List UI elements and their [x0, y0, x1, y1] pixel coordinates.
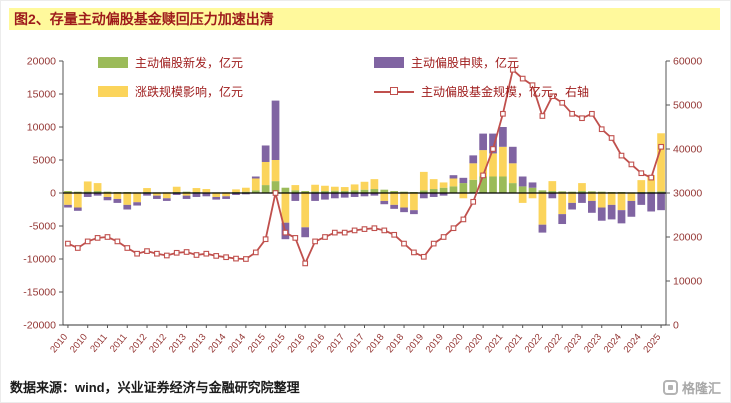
- svg-text:40000: 40000: [673, 144, 702, 156]
- svg-text:2022: 2022: [542, 332, 564, 355]
- svg-text:0: 0: [673, 320, 679, 332]
- svg-text:20000: 20000: [27, 56, 56, 68]
- svg-text:2010: 2010: [48, 332, 70, 355]
- fund-scale-line-swatch: [374, 86, 414, 97]
- svg-text:2025: 2025: [641, 332, 663, 355]
- svg-text:0: 0: [50, 188, 56, 200]
- chart-title: 图2、存量主动偏股基金赎回压力加速出清: [9, 8, 720, 30]
- svg-text:2019: 2019: [424, 332, 446, 355]
- svg-text:60000: 60000: [673, 56, 702, 68]
- svg-text:-15000: -15000: [23, 287, 56, 299]
- svg-text:2013: 2013: [167, 332, 189, 355]
- price-impact-swatch: [98, 86, 128, 97]
- brand-watermark: 格隆汇: [662, 378, 721, 397]
- new-issue-swatch: [98, 57, 128, 68]
- svg-text:2014: 2014: [226, 332, 248, 355]
- svg-text:2014: 2014: [206, 332, 228, 355]
- subscription-swatch: [374, 57, 404, 68]
- svg-text:-10000: -10000: [23, 254, 56, 266]
- svg-text:2023: 2023: [562, 332, 584, 355]
- svg-text:10000: 10000: [27, 122, 56, 134]
- svg-text:2012: 2012: [127, 332, 149, 355]
- legend-item-price-impact: 涨跌规模影响，亿元: [98, 83, 243, 100]
- svg-text:2011: 2011: [88, 332, 110, 355]
- svg-text:2016: 2016: [305, 332, 327, 355]
- svg-text:2022: 2022: [523, 332, 545, 355]
- svg-text:30000: 30000: [673, 188, 702, 200]
- svg-text:2018: 2018: [384, 332, 406, 355]
- legend-label-price-impact: 涨跌规模影响，亿元: [135, 85, 244, 99]
- legend-label-subscription: 主动偏股申赎，亿元: [411, 56, 520, 70]
- svg-text:2017: 2017: [345, 332, 367, 355]
- brand-text: 格隆汇: [681, 381, 721, 396]
- svg-text:2020: 2020: [463, 332, 485, 355]
- svg-text:2020: 2020: [444, 332, 466, 355]
- svg-text:10000: 10000: [673, 276, 702, 288]
- svg-text:2010: 2010: [68, 332, 90, 355]
- legend-label-new-issue: 主动偏股新发，亿元: [135, 56, 244, 70]
- svg-text:5000: 5000: [33, 155, 57, 167]
- legend-item-fund-scale: 主动偏股基金规模，亿元，右轴: [374, 83, 589, 100]
- legend-item-subscription: 主动偏股申赎，亿元: [374, 54, 519, 71]
- svg-text:2015: 2015: [246, 332, 268, 355]
- svg-text:2018: 2018: [365, 332, 387, 355]
- svg-text:2024: 2024: [622, 332, 644, 355]
- svg-text:2012: 2012: [147, 332, 169, 355]
- svg-text:-5000: -5000: [29, 221, 56, 233]
- svg-text:2016: 2016: [285, 332, 307, 355]
- svg-text:2013: 2013: [187, 332, 209, 355]
- redemption-pressure-chart: -20000 -15000 -10000 -5000 0 5000 10000 15000 20…: [23, 56, 702, 356]
- legend-label-fund-scale: 主动偏股基金规模，亿元，右轴: [421, 85, 590, 99]
- svg-text:50000: 50000: [673, 100, 702, 112]
- svg-text:2023: 2023: [582, 332, 604, 355]
- svg-text:2019: 2019: [404, 332, 426, 355]
- svg-text:-20000: -20000: [23, 320, 56, 332]
- svg-text:20000: 20000: [673, 232, 702, 244]
- data-source-note: 数据来源：wind，兴业证券经济与金融研究院整理: [10, 380, 300, 395]
- svg-text:15000: 15000: [27, 89, 56, 101]
- svg-text:2021: 2021: [503, 332, 525, 355]
- legend-item-new-issue: 主动偏股新发，亿元: [98, 54, 243, 71]
- svg-text:2017: 2017: [325, 332, 347, 355]
- gelonghui-logo-icon: [662, 380, 678, 395]
- svg-text:2015: 2015: [266, 332, 288, 355]
- svg-text:2011: 2011: [108, 332, 130, 355]
- svg-text:2024: 2024: [602, 332, 624, 355]
- svg-text:2021: 2021: [483, 332, 505, 355]
